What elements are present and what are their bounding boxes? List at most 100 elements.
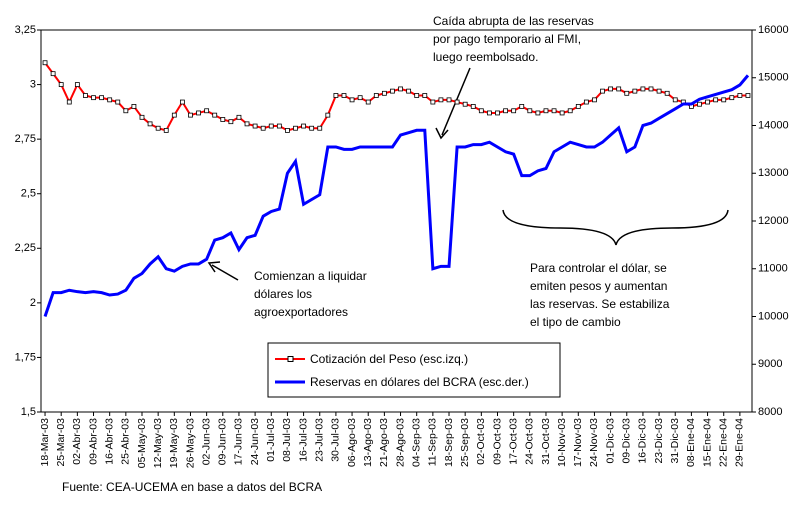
x-tick-label: 24-Oct-03	[524, 418, 536, 465]
annotation: emiten pesos y aumentan	[530, 279, 667, 293]
point-marker	[333, 93, 339, 98]
x-tick-label: 31-Oct-03	[540, 418, 552, 465]
point-marker	[721, 97, 727, 103]
y-tick-label: 1,75	[15, 351, 36, 363]
point-marker	[123, 108, 129, 114]
x-tick-label: 02-Oct-03	[475, 418, 487, 465]
point-marker	[220, 117, 226, 122]
annotation: por pago temporario al FMI,	[433, 32, 581, 46]
point-marker	[228, 119, 234, 125]
point-marker	[559, 110, 565, 116]
x-tick-label: 15-Ene-04	[701, 418, 713, 467]
point-marker	[446, 97, 452, 103]
x-tick-label: 08-Jul-03	[281, 418, 293, 462]
annotation: Comienzan a liquidar	[254, 269, 367, 283]
x-tick-label: 24-Jun-03	[249, 418, 261, 465]
point-marker	[139, 114, 145, 120]
x-tick-label: 23-Jul-03	[314, 418, 326, 462]
point-marker	[373, 93, 379, 98]
point-marker	[632, 88, 638, 94]
x-tick-label: 10-Nov-03	[556, 418, 568, 467]
point-marker	[268, 123, 274, 129]
point-marker	[357, 95, 363, 101]
point-marker	[398, 86, 403, 92]
point-marker	[42, 60, 48, 66]
x-tick-label: 24-Nov-03	[588, 418, 600, 467]
point-marker	[462, 101, 468, 107]
x-tick-label: 09-Dic-03	[621, 418, 633, 464]
x-tick-label: 16-Dic-03	[637, 418, 649, 464]
point-marker	[212, 112, 218, 118]
point-marker	[551, 108, 557, 114]
x-tick-label: 09-Jun-03	[217, 418, 229, 465]
x-tick-label: 30-Jul-03	[330, 418, 342, 462]
point-marker	[729, 95, 735, 101]
point-marker	[58, 82, 64, 87]
point-marker	[745, 93, 751, 98]
point-marker	[236, 114, 242, 120]
point-marker	[672, 97, 678, 103]
y-tick-label: 2,25	[15, 242, 36, 254]
y2-tick-label: 16000	[758, 24, 789, 36]
point-marker	[171, 112, 177, 118]
legend-marker	[287, 356, 294, 362]
point-marker	[454, 99, 460, 105]
point-marker	[600, 88, 605, 94]
point-marker	[99, 95, 104, 101]
y2-tick-label: 9000	[758, 358, 782, 370]
x-tick-label: 01-Dic-03	[604, 418, 616, 464]
legend-box	[267, 342, 561, 398]
point-marker	[648, 86, 654, 92]
point-marker	[301, 123, 306, 129]
point-marker	[390, 88, 395, 94]
point-marker	[83, 93, 88, 98]
x-tick-label: 26-May-03	[184, 418, 196, 468]
x-tick-label: 16-Abr-03	[103, 418, 115, 465]
point-marker	[196, 110, 201, 116]
x-tick-label: 13-Ago-03	[362, 418, 374, 467]
point-marker	[325, 112, 331, 118]
point-marker	[543, 108, 549, 114]
point-marker	[204, 108, 210, 114]
x-tick-label: 28-Ago-03	[394, 418, 406, 467]
point-marker	[349, 97, 355, 103]
y2-tick-label: 13000	[758, 167, 789, 179]
y-tick-label: 3,25	[15, 24, 36, 36]
arrow-head	[207, 261, 221, 273]
point-marker	[50, 71, 56, 77]
point-marker	[527, 108, 533, 114]
point-marker	[438, 97, 444, 103]
x-tick-label: 23-Dic-03	[653, 418, 665, 464]
series-line	[44, 62, 748, 132]
point-marker	[567, 108, 573, 114]
y2-tick-label: 8000	[758, 406, 782, 418]
legend-label: Cotización del Peso (esc.izq.)	[310, 352, 468, 366]
y2-tick-label: 10000	[758, 310, 789, 322]
y2-tick-label: 12000	[758, 215, 789, 227]
point-marker	[188, 112, 193, 118]
point-marker	[252, 123, 258, 129]
point-marker	[713, 97, 719, 103]
x-tick-label: 01-Jul-03	[265, 418, 277, 462]
x-tick-label: 17-Nov-03	[572, 418, 584, 467]
y2-tick-label: 15000	[758, 72, 789, 84]
point-marker	[365, 99, 371, 105]
x-tick-label: 02-Jun-03	[200, 418, 212, 465]
y-tick-label: 2,75	[15, 133, 36, 145]
y-tick-label: 3	[30, 78, 36, 90]
source-note: Fuente: CEA-UCEMA en base a datos del BC…	[62, 480, 322, 494]
annotation: las reservas. Se estabiliza	[530, 297, 670, 311]
y-tick-label: 2	[30, 297, 36, 309]
point-marker	[503, 108, 508, 114]
x-tick-label: 17-Oct-03	[507, 418, 519, 465]
x-tick-label: 25-Sep-03	[459, 418, 471, 467]
point-marker	[163, 128, 169, 133]
x-tick-label: 31-Dic-03	[669, 418, 681, 464]
x-tick-label: 08-Ene-04	[685, 418, 697, 467]
annotation: agroexportadores	[254, 305, 348, 319]
series-line	[43, 74, 750, 317]
point-marker	[697, 101, 702, 107]
point-marker	[276, 123, 282, 129]
